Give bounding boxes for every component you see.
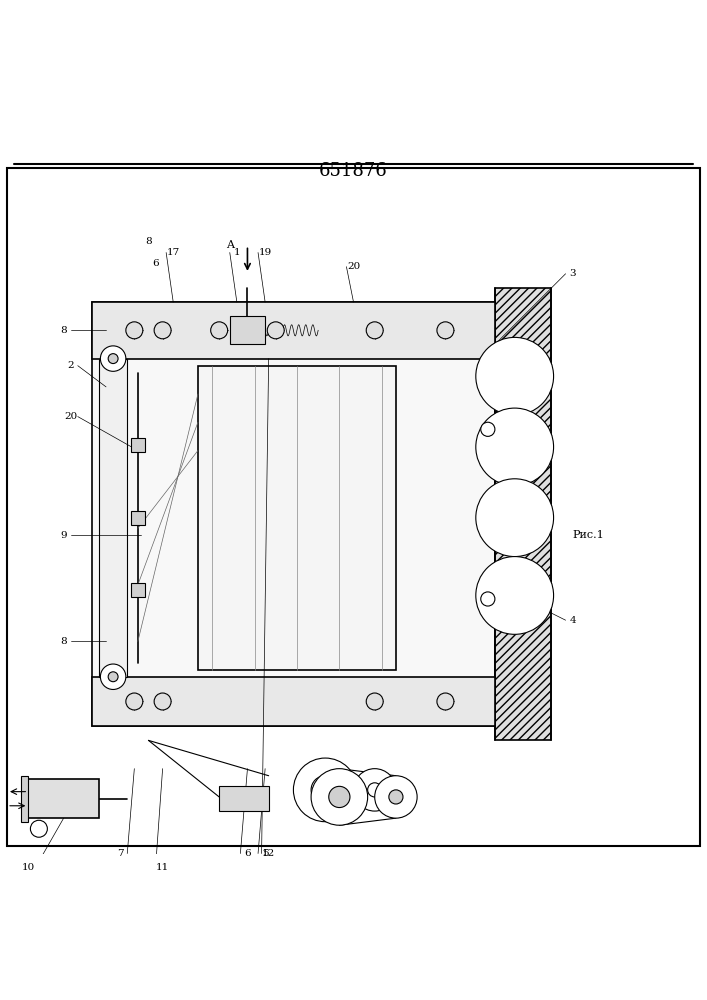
Circle shape (293, 758, 357, 822)
Circle shape (437, 322, 454, 339)
Circle shape (126, 322, 143, 339)
Bar (131, 583, 145, 597)
Text: 1: 1 (233, 248, 240, 257)
Circle shape (368, 783, 382, 797)
Circle shape (476, 337, 554, 415)
Bar (131, 511, 145, 525)
Text: 651876: 651876 (319, 162, 388, 180)
Circle shape (437, 693, 454, 710)
Text: 8: 8 (145, 237, 152, 246)
Text: 6: 6 (244, 849, 251, 858)
Circle shape (375, 776, 417, 818)
Bar (495, 288, 551, 740)
Text: 19: 19 (259, 248, 271, 257)
Bar (92, 677, 495, 726)
Text: 20: 20 (64, 412, 77, 421)
Text: Рис.1: Рис.1 (573, 530, 604, 540)
Text: 17: 17 (167, 248, 180, 257)
Text: 8: 8 (60, 326, 67, 335)
Bar (198, 366, 396, 670)
Circle shape (476, 557, 554, 634)
Circle shape (108, 354, 118, 364)
Bar (28, 779, 99, 818)
Bar (21, 776, 28, 822)
Circle shape (476, 479, 554, 557)
Text: 6: 6 (152, 259, 159, 268)
Circle shape (389, 790, 403, 804)
Circle shape (267, 322, 284, 339)
Text: 8: 8 (60, 637, 67, 646)
Circle shape (311, 769, 368, 825)
Circle shape (100, 664, 126, 689)
Circle shape (100, 346, 126, 371)
Circle shape (126, 693, 143, 710)
Circle shape (329, 786, 350, 808)
Text: 3: 3 (569, 269, 576, 278)
Text: 11: 11 (156, 863, 169, 872)
Text: 7: 7 (117, 849, 124, 858)
Circle shape (481, 592, 495, 606)
Bar (219, 786, 269, 811)
Text: 10: 10 (22, 863, 35, 872)
Circle shape (481, 422, 495, 436)
Circle shape (154, 693, 171, 710)
Bar (131, 438, 145, 452)
Circle shape (366, 693, 383, 710)
Circle shape (154, 322, 171, 339)
Circle shape (211, 322, 228, 339)
Bar (92, 302, 495, 726)
Text: 4: 4 (569, 616, 576, 625)
Bar (99, 359, 127, 677)
Text: 9: 9 (60, 531, 67, 540)
Bar (92, 302, 495, 359)
Circle shape (366, 322, 383, 339)
Circle shape (476, 408, 554, 486)
Text: A: A (226, 240, 234, 250)
Circle shape (311, 776, 339, 804)
Bar (230, 316, 265, 344)
Circle shape (354, 769, 396, 811)
Text: 5: 5 (262, 849, 269, 858)
Text: 2: 2 (67, 361, 74, 370)
Circle shape (30, 820, 47, 837)
Text: 12: 12 (262, 849, 275, 858)
Text: 20: 20 (347, 262, 360, 271)
Circle shape (108, 672, 118, 682)
